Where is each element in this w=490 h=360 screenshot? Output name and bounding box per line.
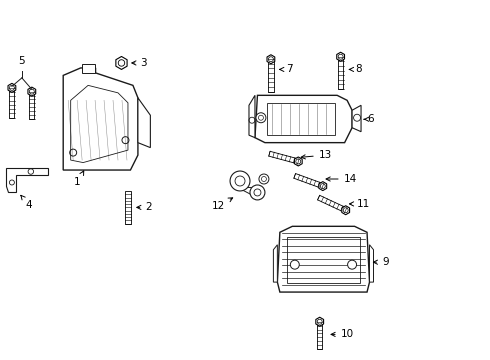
- Polygon shape: [338, 57, 343, 89]
- Polygon shape: [28, 87, 36, 96]
- Polygon shape: [29, 91, 34, 119]
- Polygon shape: [317, 322, 322, 349]
- Polygon shape: [294, 157, 302, 166]
- Text: 4: 4: [21, 195, 32, 210]
- Polygon shape: [8, 84, 16, 92]
- Polygon shape: [318, 195, 347, 212]
- Polygon shape: [369, 245, 373, 282]
- Polygon shape: [249, 95, 255, 138]
- Text: 13: 13: [301, 150, 332, 160]
- Bar: [125, 191, 131, 224]
- Text: 12: 12: [212, 198, 233, 211]
- Polygon shape: [269, 151, 299, 164]
- Text: 3: 3: [132, 58, 147, 68]
- Circle shape: [259, 174, 269, 184]
- Polygon shape: [337, 52, 344, 61]
- Polygon shape: [255, 95, 352, 143]
- Polygon shape: [116, 57, 127, 69]
- Text: 9: 9: [373, 257, 389, 267]
- Circle shape: [290, 260, 299, 269]
- Polygon shape: [267, 55, 275, 64]
- Text: 6: 6: [364, 114, 374, 124]
- Polygon shape: [238, 188, 260, 194]
- Text: 7: 7: [280, 64, 293, 75]
- Polygon shape: [342, 206, 349, 215]
- Text: 8: 8: [349, 64, 362, 75]
- Text: 1: 1: [74, 171, 84, 188]
- Text: 2: 2: [137, 202, 152, 212]
- Circle shape: [250, 185, 265, 200]
- Circle shape: [230, 171, 250, 191]
- Polygon shape: [319, 182, 327, 190]
- Polygon shape: [277, 226, 369, 292]
- Text: 14: 14: [326, 174, 357, 184]
- Polygon shape: [273, 245, 277, 282]
- Text: 10: 10: [331, 329, 354, 339]
- Circle shape: [256, 113, 266, 123]
- Polygon shape: [316, 317, 323, 326]
- Text: 11: 11: [349, 199, 370, 209]
- Polygon shape: [352, 105, 361, 132]
- Polygon shape: [294, 174, 324, 188]
- Polygon shape: [138, 98, 150, 148]
- Polygon shape: [63, 68, 138, 170]
- Circle shape: [347, 260, 357, 269]
- Polygon shape: [9, 88, 14, 118]
- Polygon shape: [6, 167, 48, 193]
- Polygon shape: [268, 59, 273, 91]
- Bar: [82, 64, 95, 73]
- Text: 5: 5: [19, 57, 25, 67]
